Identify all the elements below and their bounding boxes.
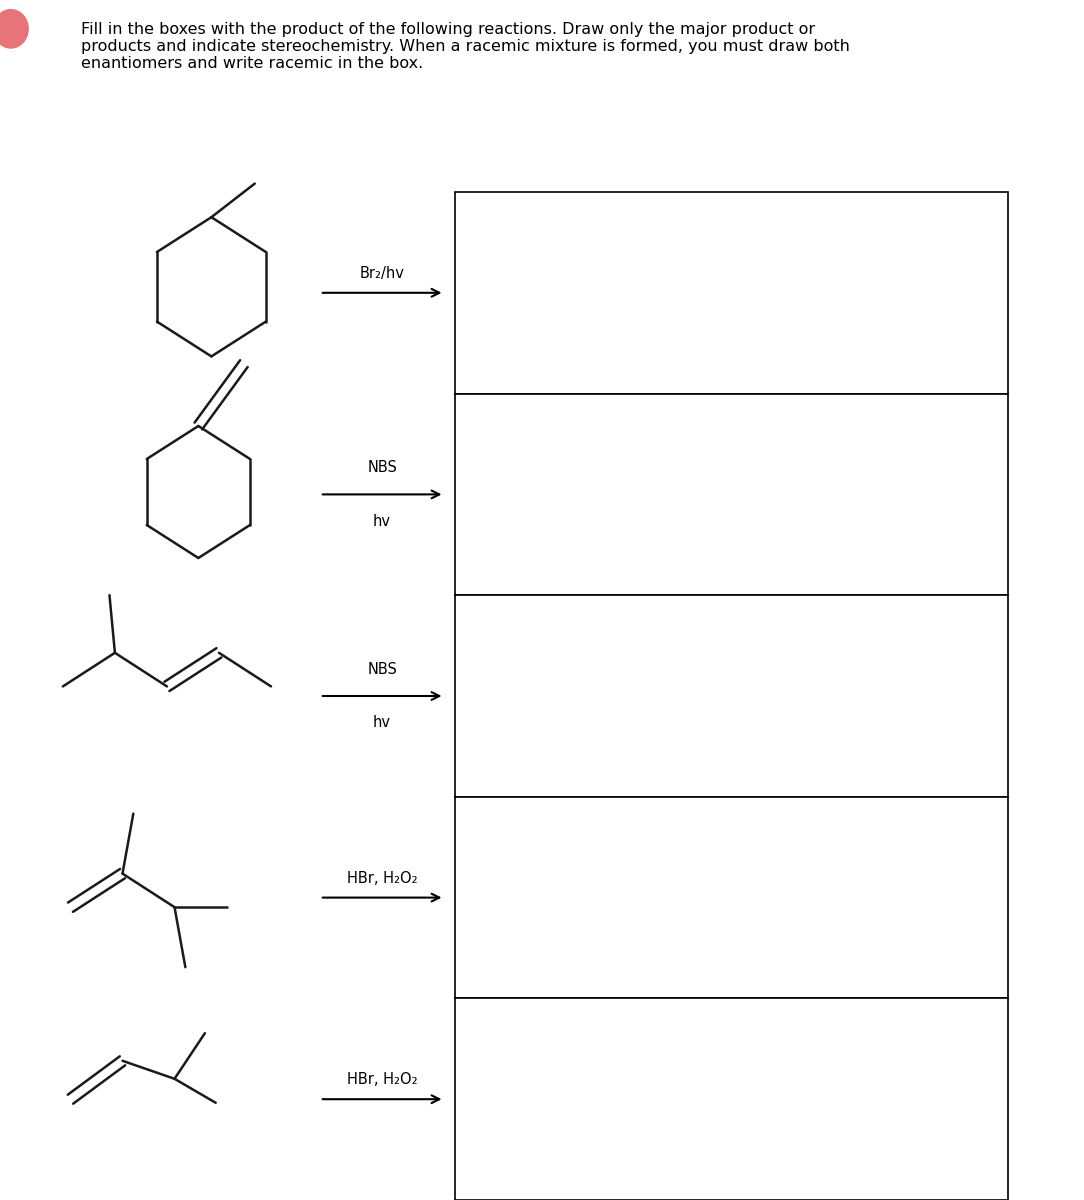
Text: hv: hv xyxy=(373,514,391,528)
Circle shape xyxy=(0,10,28,48)
Text: HBr, H₂O₂: HBr, H₂O₂ xyxy=(347,1073,417,1087)
Bar xyxy=(455,797,1008,998)
Bar xyxy=(455,192,1008,394)
Bar xyxy=(455,595,1008,797)
Text: hv: hv xyxy=(373,715,391,730)
Text: HBr, H₂O₂: HBr, H₂O₂ xyxy=(347,871,417,886)
Text: Br₂/hv: Br₂/hv xyxy=(360,265,404,281)
Bar xyxy=(455,394,1008,595)
Bar xyxy=(455,998,1008,1200)
Text: Fill in the boxes with the product of the following reactions. Draw only the maj: Fill in the boxes with the product of th… xyxy=(81,22,850,71)
Text: NBS: NBS xyxy=(367,661,397,677)
Text: NBS: NBS xyxy=(367,460,397,475)
